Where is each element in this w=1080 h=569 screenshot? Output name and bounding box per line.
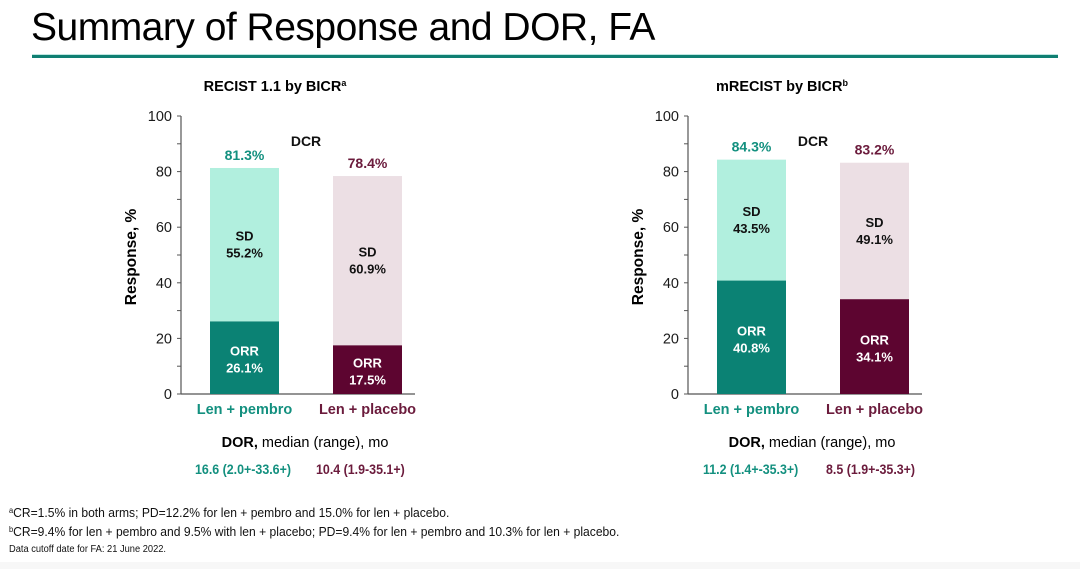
footnote-marker: b [9, 525, 14, 534]
footnote-b: bCR=9.4% for len + pembro and 9.5% with … [9, 524, 619, 539]
chart-title: mRECIST by BICRb [716, 78, 849, 95]
bar-orr-placebo [840, 299, 909, 394]
dor-heading-rest: median (range), mo [257, 435, 389, 451]
y-tick-label: 20 [156, 331, 172, 347]
y-tick-label: 60 [156, 220, 172, 236]
bar-sd-placebo [840, 162, 909, 300]
x-category-label: Len + pembro [197, 402, 293, 418]
dcr-value-label: 83.2% [855, 142, 895, 158]
y-tick-label: 40 [156, 276, 172, 292]
chart-title: RECIST 1.1 by BICRa [204, 78, 348, 95]
bar-sd-placebo [333, 176, 402, 346]
dor-value-placebo-right: 8.5 (1.9+-35.3+) [826, 462, 916, 477]
y-tick-label: 60 [663, 220, 679, 236]
dor-heading-rest: median (range), mo [764, 435, 896, 451]
dcr-value-label: 84.3% [732, 139, 772, 155]
y-axis-label: Response, % [123, 209, 140, 306]
sd-value-label: 43.5% [733, 221, 770, 236]
y-tick-label: 100 [148, 109, 172, 125]
y-tick-label: 100 [655, 109, 679, 125]
orr-value-label: 34.1% [856, 350, 893, 365]
footnote-text: CR=9.4% for len + pembro and 9.5% with l… [13, 524, 620, 539]
bar-sd-pembro [210, 167, 279, 322]
sd-value-label: 60.9% [349, 262, 386, 277]
sd-value-label: 49.1% [856, 232, 893, 247]
data-cutoff-note: Data cutoff date for FA: 21 June 2022. [9, 544, 167, 555]
orr-value-label: 26.1% [226, 361, 263, 376]
orr-label: ORR [353, 356, 383, 371]
dor-value-pembro-right: 11.2 (1.4+-35.3+) [703, 462, 799, 477]
sd-label: SD [742, 204, 760, 219]
dor-value-placebo-left: 10.4 (1.9-35.1+) [316, 462, 405, 477]
orr-label: ORR [737, 323, 767, 338]
orr-label: ORR [230, 344, 260, 359]
dcr-annotation: DCR [291, 133, 321, 149]
y-axis-label: Response, % [630, 209, 647, 306]
y-tick-label: 0 [671, 387, 679, 403]
dcr-value-label: 78.4% [348, 155, 388, 171]
dor-heading-left: DOR, median (range), mo [155, 435, 455, 451]
dor-heading-bold: DOR, [221, 435, 258, 451]
chart-mrecist: mRECIST by BICRb 0 20 40 60 80 100 Response, % O… [630, 78, 923, 418]
orr-label: ORR [860, 333, 890, 348]
sd-label: SD [358, 245, 376, 260]
bar-orr-pembro [210, 321, 279, 394]
bar-sd-pembro [717, 159, 786, 281]
orr-value-label: 17.5% [349, 373, 386, 388]
bottom-band [0, 562, 1080, 569]
y-tick-label: 0 [164, 387, 172, 403]
slide-title: Summary of Response and DOR, FA [31, 6, 655, 49]
sd-label: SD [235, 229, 253, 244]
y-tick-label: 20 [663, 331, 679, 347]
orr-value-label: 40.8% [733, 340, 770, 355]
chart-recist: RECIST 1.1 by BICRa 0 20 40 60 80 100 Response,… [123, 78, 416, 418]
sd-value-label: 55.2% [226, 246, 263, 261]
footnote-a: aCR=1.5% in both arms; PD=12.2% for len … [9, 505, 449, 520]
bar-orr-pembro [717, 280, 786, 394]
x-category-label: Len + pembro [704, 402, 800, 418]
dor-value-pembro-left: 16.6 (2.0+-33.6+) [195, 462, 291, 477]
y-tick-label: 40 [663, 276, 679, 292]
dcr-value-label: 81.3% [225, 147, 265, 163]
dor-heading-bold: DOR, [728, 435, 765, 451]
dor-heading-right: DOR, median (range), mo [662, 435, 962, 451]
dcr-annotation: DCR [798, 133, 828, 149]
footnote-text: CR=1.5% in both arms; PD=12.2% for len +… [13, 505, 450, 520]
bar-orr-placebo [333, 345, 402, 394]
sd-label: SD [865, 215, 883, 230]
x-category-label: Len + placebo [826, 402, 923, 418]
footnote-marker: a [9, 506, 14, 515]
title-divider [32, 55, 1058, 58]
y-tick-label: 80 [663, 165, 679, 181]
y-tick-label: 80 [156, 165, 172, 181]
x-category-label: Len + placebo [319, 402, 416, 418]
